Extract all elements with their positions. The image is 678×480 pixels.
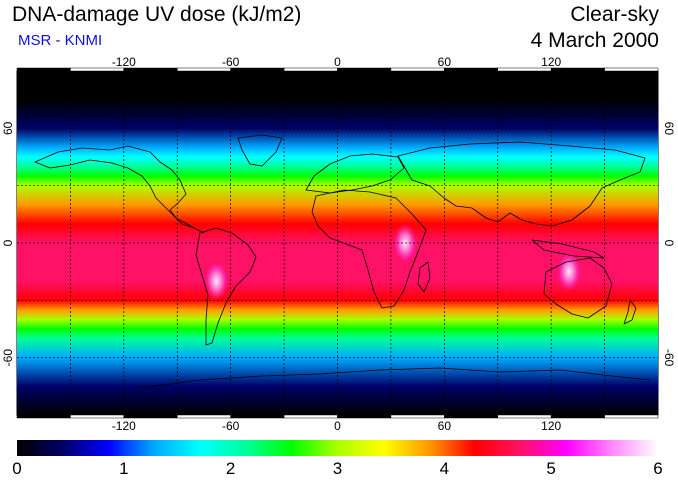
frame-tick-top bbox=[230, 67, 285, 72]
lon-label-bottom: -120 bbox=[112, 419, 136, 433]
colorbar-labels: 0 1 2 3 4 5 6 bbox=[12, 459, 662, 478]
colorbar-label: 2 bbox=[226, 459, 235, 478]
lon-label-bottom: 60 bbox=[438, 419, 452, 433]
lon-label-top: -120 bbox=[112, 55, 136, 69]
frame-tick-bottom bbox=[444, 414, 499, 419]
lon-label-bottom: -60 bbox=[222, 419, 240, 433]
colorbar-label: 1 bbox=[119, 459, 128, 478]
frame-tick-bottom bbox=[16, 414, 71, 419]
lon-label-top: 120 bbox=[541, 55, 561, 69]
graticule bbox=[17, 71, 658, 415]
colorbar-label: 0 bbox=[12, 459, 21, 478]
lon-label-top: 0 bbox=[334, 55, 341, 69]
indonesia-coast bbox=[531, 239, 605, 259]
frame-tick-top bbox=[337, 67, 392, 72]
lat-label-right: 60 bbox=[662, 122, 676, 136]
hotspot-2 bbox=[556, 251, 581, 292]
north-america-coast bbox=[34, 145, 205, 234]
frame-tick-top bbox=[497, 67, 552, 72]
lat-label-left: 60 bbox=[1, 121, 15, 135]
frame-tick-top bbox=[70, 67, 125, 72]
lat-label-left: -60 bbox=[1, 349, 15, 367]
frame-tick-bottom bbox=[283, 414, 338, 419]
colorbar-label: 6 bbox=[653, 459, 662, 478]
frame-tick-bottom bbox=[177, 414, 231, 419]
australia-coast bbox=[543, 257, 613, 319]
condition-label: Clear-sky bbox=[570, 3, 659, 26]
frame-tick-top bbox=[16, 67, 71, 72]
frame-tick-bottom bbox=[230, 414, 285, 419]
frame-tick-bottom bbox=[337, 414, 392, 419]
colorbar-label: 4 bbox=[440, 459, 449, 478]
longitude-labels-bottom: -120 -60 0 60 120 bbox=[112, 419, 562, 433]
frame-tick-bottom bbox=[390, 414, 445, 419]
africa-coast bbox=[311, 189, 427, 309]
frame-tick-bottom bbox=[604, 414, 659, 419]
lon-label-bottom: 0 bbox=[334, 419, 341, 433]
frame-tick-top bbox=[550, 67, 605, 72]
new-zealand-coast bbox=[623, 299, 637, 325]
hotspot-0 bbox=[204, 261, 229, 302]
frame-tick-bottom bbox=[497, 414, 552, 419]
date-label: 4 March 2000 bbox=[530, 29, 659, 52]
frame-tick-bottom bbox=[550, 414, 605, 419]
colorbar bbox=[17, 440, 658, 456]
frame-tick-top bbox=[177, 67, 231, 72]
antarctica-coast bbox=[139, 367, 651, 389]
frame-ticks bbox=[16, 67, 659, 419]
frame-tick-top bbox=[390, 67, 445, 72]
source-label: MSR - KNMI bbox=[18, 32, 103, 49]
frame-tick-bottom bbox=[70, 414, 125, 419]
greenland-coast bbox=[237, 134, 283, 167]
madagascar-coast bbox=[417, 261, 431, 293]
lat-label-right: 0 bbox=[662, 240, 676, 247]
lat-label-right: -60 bbox=[662, 349, 676, 367]
frame-tick-top bbox=[283, 67, 338, 72]
lon-label-top: 60 bbox=[438, 55, 452, 69]
colorbar-label: 5 bbox=[546, 459, 555, 478]
latitude-labels-right: 60 0 -60 bbox=[662, 122, 676, 367]
asia-coast bbox=[397, 141, 646, 227]
frame-tick-top bbox=[444, 67, 499, 72]
lon-label-bottom: 120 bbox=[541, 419, 561, 433]
frame-tick-bottom bbox=[123, 414, 178, 419]
longitude-labels-top: -120 -60 0 60 120 bbox=[112, 55, 562, 69]
map-title: DNA-damage UV dose (kJ/m2) bbox=[12, 3, 302, 26]
latitude-labels-left: 60 0 -60 bbox=[1, 121, 15, 366]
colorbar-label: 3 bbox=[333, 459, 342, 478]
frame-tick-top bbox=[604, 67, 659, 72]
lon-label-top: -60 bbox=[222, 55, 240, 69]
lat-label-left: 0 bbox=[1, 239, 15, 246]
coastlines bbox=[34, 134, 651, 389]
south-america-coast bbox=[195, 227, 257, 346]
frame-tick-top bbox=[123, 67, 178, 72]
